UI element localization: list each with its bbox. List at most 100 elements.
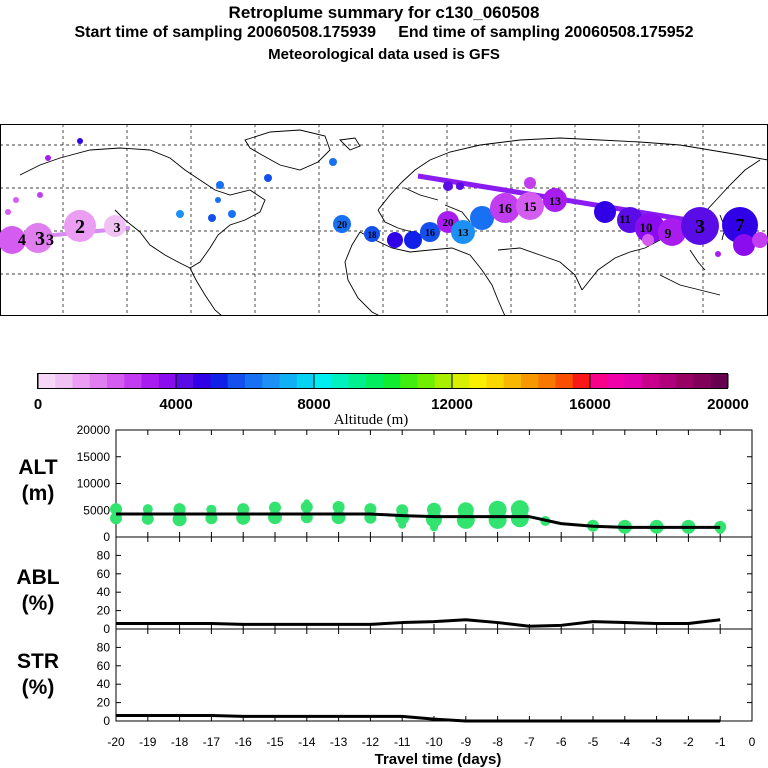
colorbar-swatch [400, 374, 418, 388]
map-label: 16 [498, 202, 512, 217]
plume-dot [443, 181, 453, 191]
plume-dot [387, 232, 403, 248]
plume-dot [45, 155, 51, 161]
alt-scatter-point [268, 510, 282, 525]
colorbar-swatch [331, 374, 349, 388]
meteorological-data-subtitle: Meteorological data used is GFS [268, 46, 500, 63]
map-label: 3 [695, 216, 705, 238]
colorbar-swatch [262, 374, 280, 388]
x-tick-label: -11 [394, 735, 411, 749]
abl-y-tick-label: 80 [97, 548, 111, 562]
map-label: 3 [114, 221, 121, 236]
x-tick-label: -14 [298, 735, 316, 749]
colorbar-tick-label: 20000 [707, 396, 749, 413]
plume-dot [208, 214, 216, 222]
plume-dot [635, 213, 665, 243]
chart-title: Retroplume summary for c130_060508 [228, 3, 540, 22]
colorbar-swatch [193, 374, 211, 388]
x-tick-label: -1 [715, 735, 726, 749]
alt-scatter-point [364, 503, 377, 516]
plume-dot [658, 218, 686, 246]
plume-dot [733, 234, 755, 256]
colorbar-swatch [176, 374, 194, 388]
alt-scatter-point [269, 501, 281, 514]
x-tick-label: -3 [651, 735, 662, 749]
map-label: 11 [619, 212, 630, 226]
colorbar: 0 4000 8000 12000 16000 20000 Altitude (m) [34, 373, 749, 428]
plume-dot [451, 220, 475, 244]
alt-scatter-point [510, 509, 529, 528]
world-map: 3 4 3 2 3 20 18 16 20 13 16 15 13 11 10 … [0, 124, 768, 316]
plume-dot [64, 210, 96, 242]
str-y-tick-label: 40 [97, 677, 111, 691]
map-label: 10 [640, 220, 653, 235]
map-label: 13 [549, 194, 561, 208]
map-label: 20 [337, 220, 347, 231]
colorbar-swatch [55, 374, 73, 388]
colorbar-title: Altitude (m) [334, 412, 409, 428]
alt-scatter-point [110, 503, 122, 516]
alt-scatter-point [303, 499, 310, 506]
x-tick-label: -17 [203, 735, 221, 749]
colorbar-swatch [503, 374, 522, 388]
alt-series-line [116, 512, 721, 529]
colorbar-swatch [383, 374, 401, 388]
str-series-line [116, 713, 721, 723]
x-tick-label: -13 [330, 735, 348, 749]
abl-plot-frame [115, 536, 753, 630]
x-tick-label: -18 [171, 735, 189, 749]
colorbar-swatch [72, 374, 91, 388]
plume-dot [216, 181, 224, 189]
plume-dot [333, 215, 351, 233]
colorbar-swatch [434, 374, 453, 388]
abl-y-tick-label: 60 [97, 567, 111, 581]
abl-y-tick-label: 0 [103, 622, 110, 636]
colorbar-swatch [659, 374, 677, 388]
plume-dot [23, 223, 53, 253]
map-label: 2 [75, 216, 85, 238]
x-tick-label: -16 [235, 735, 253, 749]
x-tick-label: -8 [492, 735, 503, 749]
str-unit: (%) [22, 676, 55, 699]
alt-label: ALT [18, 456, 57, 479]
alt-y-tick-label: 0 [103, 530, 110, 544]
abl-series-line [116, 618, 721, 628]
plume-dot [420, 222, 440, 242]
map-label: 18 [368, 230, 378, 240]
abl-panel: 0 20 40 60 80 [97, 536, 753, 636]
x-tick-label: 0 [749, 735, 756, 749]
map-label: 4 [18, 232, 26, 249]
plume-dot [104, 215, 126, 237]
colorbar-swatch [348, 374, 367, 388]
plume-dot [404, 231, 422, 249]
alt-y-tick-label: 15000 [77, 450, 111, 464]
plume-dot [722, 207, 758, 243]
colorbar-swatch [38, 374, 56, 388]
alt-scatter-point [331, 510, 346, 525]
plume-dot [543, 188, 567, 212]
colorbar-swatch [107, 374, 125, 388]
colorbar-swatch [452, 374, 470, 388]
x-tick-label: -12 [362, 735, 380, 749]
str-y-tick-label: 0 [103, 714, 110, 728]
colorbar-swatch [710, 374, 729, 388]
abl-unit: (%) [22, 592, 55, 615]
colorbar-swatch [314, 374, 332, 388]
alt-scatter-point [459, 516, 472, 529]
x-tick-label: -9 [460, 735, 471, 749]
x-tick-label: -19 [139, 735, 157, 749]
alt-scatter-point [398, 520, 407, 529]
plume-dot [228, 210, 236, 218]
map-label: 9 [665, 227, 672, 242]
alt-scatter-point [142, 504, 153, 515]
colorbar-swatch [245, 374, 263, 388]
colorbar-swatch [89, 374, 108, 388]
plume-dot [264, 174, 272, 182]
plume-dot [37, 192, 43, 198]
colorbar-tick-label: 4000 [159, 396, 192, 413]
map-label: 3 [35, 228, 45, 250]
x-tick-label: -4 [619, 735, 630, 749]
colorbar-swatch [676, 374, 694, 388]
x-tick-label: -7 [524, 735, 535, 749]
